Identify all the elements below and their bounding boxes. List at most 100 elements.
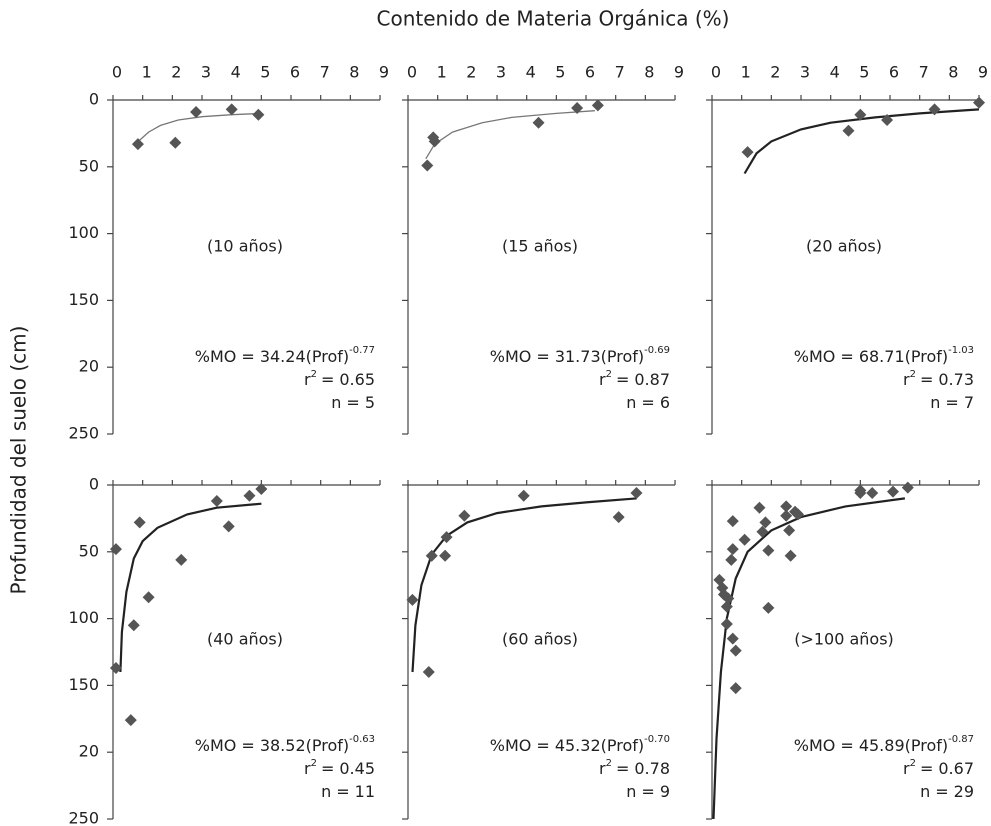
fit-curve — [119, 502, 262, 673]
data-point — [571, 102, 584, 115]
equation-lhs: %MO — [195, 347, 237, 366]
data-point — [439, 549, 452, 562]
data-point — [762, 544, 775, 557]
chart-title: Contenido de Materia Orgánica (%) — [377, 7, 730, 31]
x-tick-label: 3 — [201, 63, 211, 82]
sample-size: n = 6 — [626, 393, 670, 412]
x-tick-label: 6 — [889, 63, 899, 82]
data-point — [726, 515, 739, 528]
data-point — [780, 500, 793, 513]
data-point — [842, 124, 855, 137]
data-point — [928, 103, 941, 116]
y-tick-label: 250 — [68, 424, 99, 443]
panel-label: (20 años) — [806, 237, 882, 256]
r-squared: r2 = 0.73 — [903, 369, 974, 389]
data-point — [131, 138, 144, 151]
x-tick-label: 2 — [171, 63, 181, 82]
equation-coef: 38.52 — [260, 736, 306, 755]
data-point — [720, 600, 733, 613]
x-tick-label: 0 — [112, 63, 122, 82]
data-point — [866, 487, 879, 500]
panel-label: (>100 años) — [794, 630, 894, 649]
y-tick-label: 0 — [89, 475, 99, 494]
n-symbol: n — [920, 782, 930, 801]
r-squared: r2 = 0.78 — [599, 758, 670, 778]
equation-equals: = — [241, 736, 254, 755]
equation-exponent: -0.87 — [948, 734, 974, 745]
r-symbol: r — [903, 370, 910, 389]
equation-lhs: %MO — [794, 347, 836, 366]
n-value: 5 — [365, 393, 375, 412]
r-equals: = — [920, 370, 933, 389]
data-point — [720, 617, 733, 630]
data-point — [406, 593, 419, 606]
n-equals: = — [945, 393, 958, 412]
panel-label: (60 años) — [502, 630, 578, 649]
fit-curve — [743, 108, 980, 175]
x-tick-label: 1 — [437, 63, 447, 82]
data-point — [738, 533, 751, 546]
r-equals: = — [321, 759, 334, 778]
data-point — [222, 520, 235, 533]
n-symbol: n — [321, 782, 331, 801]
r-equals: = — [616, 370, 629, 389]
x-tick-label: 4 — [231, 63, 241, 82]
x-tick-label: 2 — [770, 63, 780, 82]
n-equals: = — [935, 782, 948, 801]
r-squared: r2 = 0.67 — [903, 758, 974, 778]
data-point — [175, 553, 188, 566]
r-power: 2 — [311, 369, 317, 380]
x-tick-label: 7 — [615, 63, 625, 82]
n-symbol: n — [331, 393, 341, 412]
r-value: 0.67 — [938, 759, 974, 778]
data-point — [109, 662, 122, 675]
data-point — [759, 516, 772, 529]
data-point — [142, 591, 155, 604]
data-point — [243, 489, 256, 502]
data-point — [458, 509, 471, 522]
data-point — [133, 516, 146, 529]
y-tick-label: 100 — [68, 608, 99, 627]
equation-coef: 31.73 — [555, 347, 601, 366]
r-value: 0.87 — [634, 370, 670, 389]
data-point — [109, 543, 122, 556]
equation-var: (Prof) — [905, 736, 949, 755]
n-value: 6 — [660, 393, 670, 412]
data-point — [255, 483, 268, 496]
n-value: 11 — [355, 782, 375, 801]
equation-equals: = — [536, 736, 549, 755]
y-tick-label: 50 — [79, 541, 99, 560]
data-point — [725, 553, 738, 566]
panel-label: (40 años) — [207, 630, 283, 649]
equation-exponent: -0.63 — [349, 734, 375, 745]
sample-size: n = 9 — [626, 782, 670, 801]
equation-coef: 45.32 — [555, 736, 601, 755]
x-tick-label: 8 — [644, 63, 654, 82]
x-tick-label: 5 — [859, 63, 869, 82]
x-tick-label: 8 — [349, 63, 359, 82]
r-power: 2 — [910, 758, 916, 769]
y-tick-label: 100 — [68, 223, 99, 242]
data-point — [762, 601, 775, 614]
data-point — [124, 714, 137, 727]
data-point — [517, 489, 530, 502]
equation-lhs: %MO — [490, 347, 532, 366]
data-point — [792, 508, 805, 521]
n-value: 7 — [964, 393, 974, 412]
y-axis-label: Profundidad del suelo (cm) — [7, 326, 31, 595]
equation-equals: = — [536, 347, 549, 366]
equation: %MO = 45.32(Prof)-0.70 — [490, 734, 670, 755]
r-value: 0.73 — [938, 370, 974, 389]
r-equals: = — [920, 759, 933, 778]
x-tick-label: 2 — [466, 63, 476, 82]
x-tick-label: 7 — [320, 63, 330, 82]
r-squared: r2 = 0.45 — [304, 758, 375, 778]
r-equals: = — [321, 370, 334, 389]
data-point — [741, 146, 754, 159]
r-symbol: r — [903, 759, 910, 778]
y-tick-label: 20 — [79, 357, 99, 376]
x-tick-label: 9 — [674, 63, 684, 82]
x-tick-label: 3 — [496, 63, 506, 82]
x-tick-label: 4 — [830, 63, 840, 82]
